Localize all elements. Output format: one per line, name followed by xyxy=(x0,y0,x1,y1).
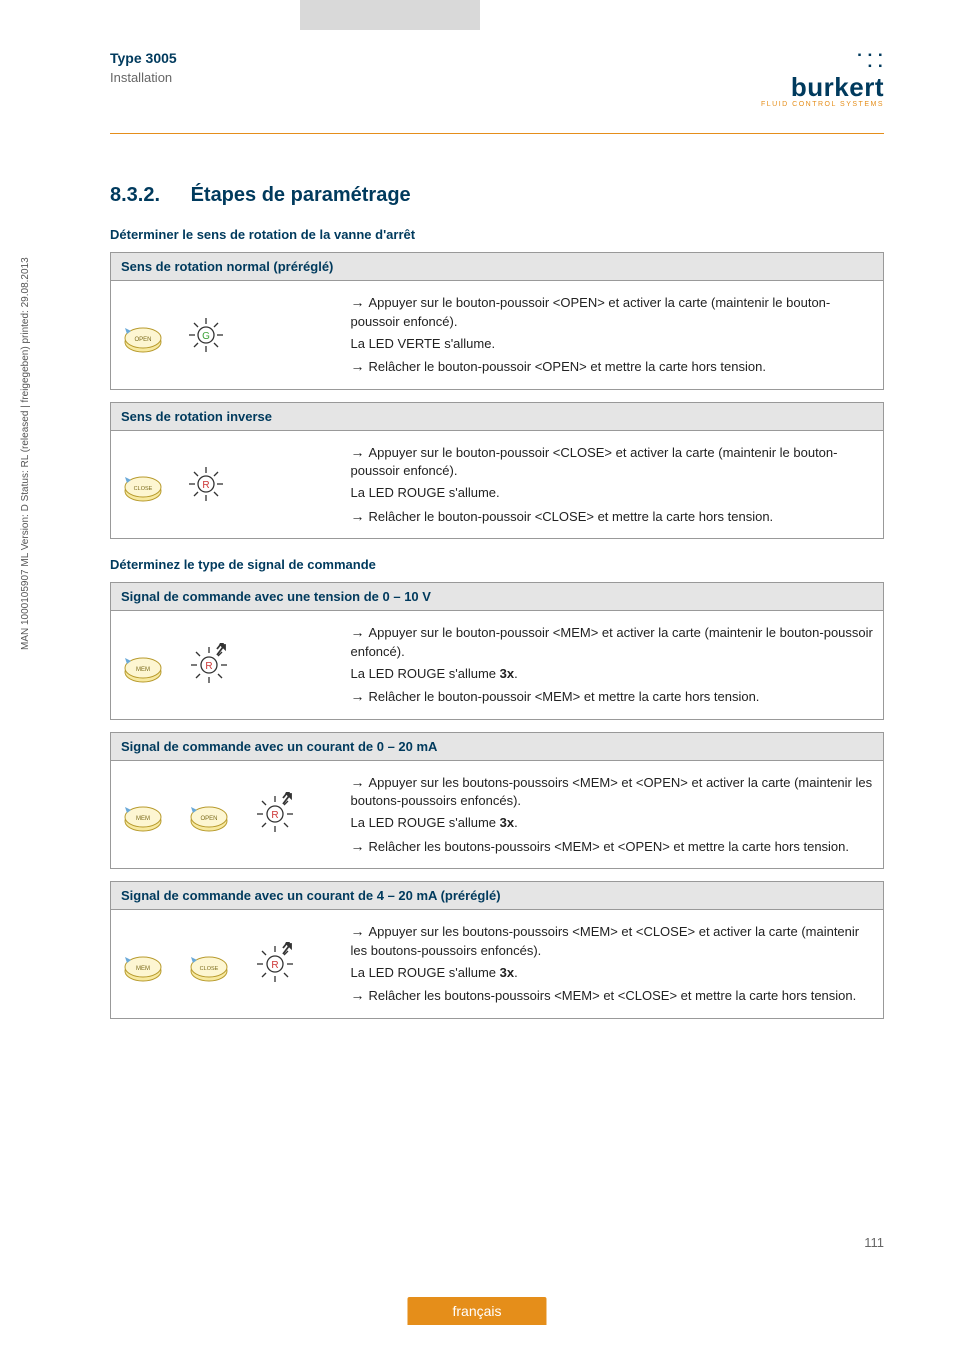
table-header: Sens de rotation inverse xyxy=(111,402,884,430)
icon-cell: MEM OPEN R xyxy=(111,760,341,869)
step-text: Relâcher le bouton-poussoir <MEM> et met… xyxy=(369,689,760,704)
step-text: Relâcher le bouton-poussoir <CLOSE> et m… xyxy=(369,509,774,524)
arrow-icon: → xyxy=(351,923,365,939)
doc-type: Type 3005 xyxy=(110,50,177,66)
text-cell: →Appuyer sur les boutons-poussoirs <MEM>… xyxy=(341,910,884,1019)
page-header: Type 3005 Installation ▪ ▪ ▪▪ ▪ burkert … xyxy=(110,50,884,108)
close-button-icon: CLOSE xyxy=(187,945,233,983)
table-signal-0-10v: Signal de commande avec une tension de 0… xyxy=(110,582,884,720)
page-number: 111 xyxy=(864,1235,884,1250)
close-button-icon: CLOSE xyxy=(121,465,167,503)
table-header: Sens de rotation normal (préréglé) xyxy=(111,253,884,281)
led-green-icon: G xyxy=(187,316,225,354)
led-text: La LED VERTE s'allume. xyxy=(351,335,874,353)
led-red-3x-icon: R xyxy=(253,792,297,836)
logo-tagline: FLUID CONTROL SYSTEMS xyxy=(761,101,884,108)
section-title: 8.3.2. Étapes de paramétrage xyxy=(110,184,884,207)
arrow-icon: → xyxy=(351,838,365,854)
svg-text:MEM: MEM xyxy=(136,816,150,822)
table-signal-4-20ma: Signal de commande avec un courant de 4 … xyxy=(110,881,884,1019)
icon-cell: MEM R xyxy=(111,611,341,720)
text-cell: →Appuyer sur les boutons-poussoirs <MEM>… xyxy=(341,760,884,869)
step-text: Appuyer sur les boutons-poussoirs <MEM> … xyxy=(351,924,860,958)
svg-text:MEM: MEM xyxy=(136,966,150,972)
step-text: Appuyer sur le bouton-poussoir <OPEN> et… xyxy=(351,295,831,329)
arrow-icon: → xyxy=(351,444,365,460)
step-text: Relâcher le bouton-poussoir <OPEN> et me… xyxy=(369,359,766,374)
step-text: Appuyer sur le bouton-poussoir <MEM> et … xyxy=(351,625,873,659)
icon-cell: CLOSE R xyxy=(111,430,341,539)
led-text: La LED ROUGE s'allume 3x. xyxy=(351,665,874,683)
led-red-3x-icon: R xyxy=(187,643,231,687)
table-rotation-normal: Sens de rotation normal (préréglé) OPEN … xyxy=(110,252,884,390)
top-gray-bar xyxy=(300,0,480,30)
logo: ▪ ▪ ▪▪ ▪ burkert FLUID CONTROL SYSTEMS xyxy=(761,50,884,108)
svg-text:OPEN: OPEN xyxy=(200,816,217,822)
icon-cell: OPEN G xyxy=(111,281,341,390)
arrow-icon: → xyxy=(351,624,365,640)
text-cell: →Appuyer sur le bouton-poussoir <MEM> et… xyxy=(341,611,884,720)
led-text: La LED ROUGE s'allume 3x. xyxy=(351,814,874,832)
open-button-icon: OPEN xyxy=(187,795,233,833)
header-rule xyxy=(110,133,884,134)
arrow-icon: → xyxy=(351,688,365,704)
svg-text:CLOSE: CLOSE xyxy=(134,486,153,492)
svg-text:CLOSE: CLOSE xyxy=(200,966,219,972)
svg-text:R: R xyxy=(271,960,278,971)
table-signal-0-20ma: Signal de commande avec un courant de 0 … xyxy=(110,732,884,870)
mem-button-icon: MEM xyxy=(121,646,167,684)
header-left: Type 3005 Installation xyxy=(110,50,177,85)
arrow-icon: → xyxy=(351,358,365,374)
doc-section: Installation xyxy=(110,70,177,85)
svg-text:R: R xyxy=(202,480,209,491)
led-red-icon: R xyxy=(187,465,225,503)
icon-cell: MEM CLOSE R xyxy=(111,910,341,1019)
logo-text: burkert xyxy=(761,72,884,103)
logo-dots-icon: ▪ ▪ ▪▪ ▪ xyxy=(761,50,884,72)
text-cell: →Appuyer sur le bouton-poussoir <OPEN> e… xyxy=(341,281,884,390)
step-text: Appuyer sur les boutons-poussoirs <MEM> … xyxy=(351,775,873,809)
led-red-3x-icon: R xyxy=(253,942,297,986)
svg-text:R: R xyxy=(205,661,212,672)
block2-heading: Déterminez le type de signal de commande xyxy=(110,557,884,572)
table-header: Signal de commande avec un courant de 4 … xyxy=(111,882,884,910)
step-text: Appuyer sur le bouton-poussoir <CLOSE> e… xyxy=(351,445,838,479)
section-name: Étapes de paramétrage xyxy=(191,184,411,206)
led-text: La LED ROUGE s'allume 3x. xyxy=(351,964,874,982)
open-button-icon: OPEN xyxy=(121,316,167,354)
side-meta-text: MAN 1000105907 ML Version: D Status: RL … xyxy=(20,257,31,650)
table-header: Signal de commande avec une tension de 0… xyxy=(111,583,884,611)
block1-heading: Déterminer le sens de rotation de la van… xyxy=(110,227,884,242)
step-text: Relâcher les boutons-poussoirs <MEM> et … xyxy=(369,988,857,1003)
arrow-icon: → xyxy=(351,294,365,310)
svg-text:MEM: MEM xyxy=(136,667,150,673)
table-rotation-inverse: Sens de rotation inverse CLOSE R →Appuye… xyxy=(110,402,884,540)
arrow-icon: → xyxy=(351,774,365,790)
footer-language: français xyxy=(407,1297,546,1325)
text-cell: →Appuyer sur le bouton-poussoir <CLOSE> … xyxy=(341,430,884,539)
led-text: La LED ROUGE s'allume. xyxy=(351,484,874,502)
section-number: 8.3.2. xyxy=(110,184,185,207)
arrow-icon: → xyxy=(351,508,365,524)
svg-text:R: R xyxy=(271,810,278,821)
svg-text:OPEN: OPEN xyxy=(134,337,151,343)
step-text: Relâcher les boutons-poussoirs <MEM> et … xyxy=(369,839,850,854)
svg-text:G: G xyxy=(202,331,210,342)
arrow-icon: → xyxy=(351,987,365,1003)
table-header: Signal de commande avec un courant de 0 … xyxy=(111,732,884,760)
mem-button-icon: MEM xyxy=(121,795,167,833)
mem-button-icon: MEM xyxy=(121,945,167,983)
